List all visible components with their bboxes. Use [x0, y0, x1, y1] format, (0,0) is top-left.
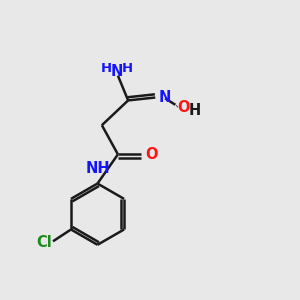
Text: NH: NH	[85, 161, 110, 176]
Text: H: H	[189, 103, 201, 118]
Text: N: N	[111, 64, 123, 79]
Text: Cl: Cl	[36, 235, 52, 250]
Text: O: O	[177, 100, 189, 115]
Text: O: O	[146, 147, 158, 162]
Text: N: N	[159, 90, 171, 105]
Text: H: H	[101, 62, 112, 75]
Text: H: H	[122, 62, 133, 75]
